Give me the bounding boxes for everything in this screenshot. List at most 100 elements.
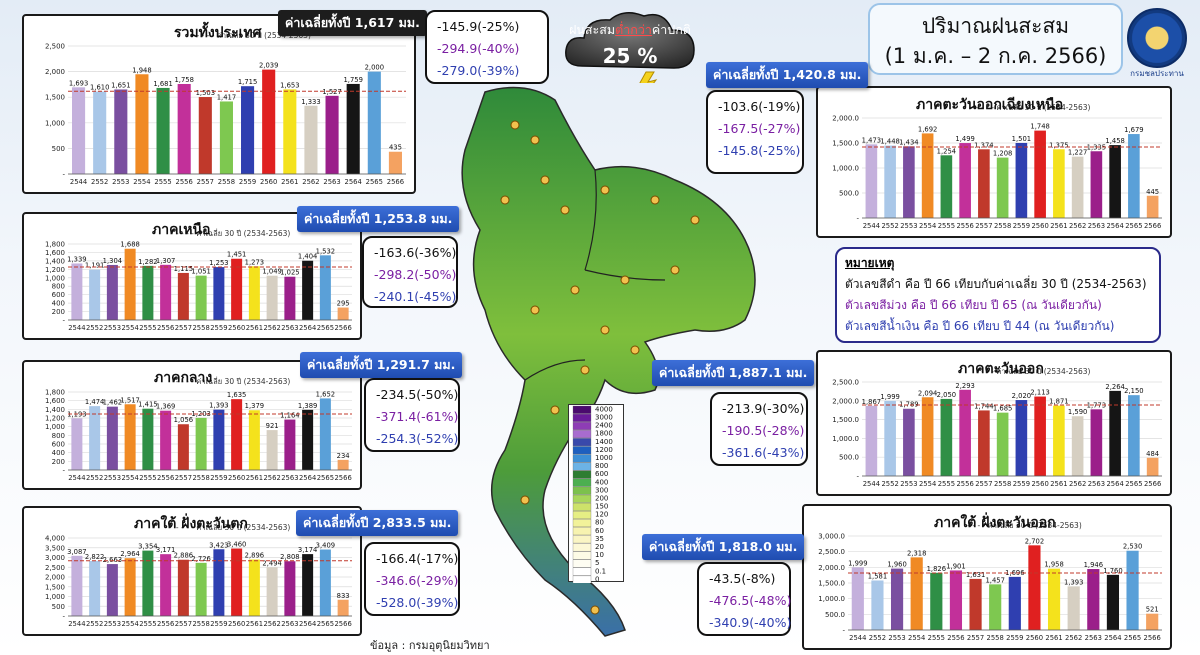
y-tick-label: 1,000	[45, 119, 65, 127]
bar	[1034, 130, 1046, 218]
x-tick-label: 2554	[919, 480, 936, 488]
data-label: 435	[389, 144, 402, 152]
x-tick-label: 2562	[263, 474, 280, 482]
x-tick-label: 2556	[176, 178, 193, 186]
bar	[851, 567, 864, 630]
ref-label: - - - - ค่าเฉลี่ย 30 ปี (2534-2563)	[196, 30, 311, 40]
x-tick-label: 2565	[1124, 634, 1141, 642]
bar	[930, 572, 943, 630]
legend-box: หมายเหตุ ตัวเลขสีดำ คือ ปี 66 เทียบกับค่…	[835, 247, 1161, 343]
data-label: 1,369	[156, 403, 175, 411]
scale-label: 3000	[595, 414, 613, 422]
cloud-caption: ฝนสะสมต่ำกว่าค่าปกติ	[569, 22, 691, 37]
avg-tag-east: ค่าเฉลี่ยทั้งปี 1,887.1 มม.	[652, 360, 815, 386]
ref-label: - - - - ค่าเฉลี่ย 30 ปี (2534-2563)	[176, 228, 291, 238]
data-label: 2,000	[365, 64, 384, 72]
scale-swatch	[572, 446, 592, 455]
y-tick-label: 1,600	[45, 397, 65, 405]
y-tick-label: 1,200	[45, 415, 65, 423]
data-label: 1,679	[1124, 126, 1143, 134]
y-tick-label: 2,000.0	[832, 115, 859, 123]
bar	[302, 409, 314, 470]
bar	[337, 599, 349, 616]
x-tick-label: 2555	[154, 178, 171, 186]
bar	[1087, 569, 1100, 630]
bar	[1090, 409, 1103, 476]
data-label: 1,379	[245, 402, 264, 410]
deviation-box-northeast: -103.6(-19%) -167.5(-27%) -145.8(-25%)	[706, 90, 804, 174]
chart-panel-central: - - - - ค่าเฉลี่ย 30 ปี (2534-2563) -200 4…	[22, 360, 362, 490]
x-tick-label: 2559	[210, 620, 227, 628]
y-tick-label: 2,500	[45, 564, 65, 572]
main-subtitle: (1 ม.ค. – 2 ก.ค. 2566)	[884, 44, 1107, 68]
x-tick-label: 2557	[197, 178, 214, 186]
data-label: 1,681	[153, 80, 172, 88]
bar	[262, 69, 276, 174]
bar	[124, 404, 136, 470]
y-tick-label: 800	[52, 283, 65, 291]
data-label: 2,293	[955, 382, 974, 390]
data-label: 1,685	[993, 405, 1012, 413]
y-tick-label: 1,000.0	[832, 165, 859, 173]
x-tick-label: 2552	[91, 178, 108, 186]
y-tick-label: 400	[52, 449, 65, 457]
data-label: 1,374	[974, 141, 993, 149]
x-tick-label: 2561	[1050, 480, 1067, 488]
x-tick-label: 2552	[86, 474, 103, 482]
bar	[266, 430, 278, 470]
scale-swatch	[572, 559, 592, 568]
x-tick-label: 2561	[246, 474, 263, 482]
chart-panel-whole-country: - - - - ค่าเฉลี่ย 30 ปี (2534-2563) - 500 1…	[22, 14, 416, 194]
chart-title: ภาคตะวันออกเฉียงเหนือ	[916, 97, 1064, 113]
y-tick-label: 2,500	[45, 43, 65, 51]
x-tick-label: 2562	[263, 324, 280, 332]
y-tick-label: 800	[52, 432, 65, 440]
x-tick-label: 2561	[1045, 634, 1062, 642]
data-label: 1,693	[69, 79, 88, 87]
data-label: 234	[337, 452, 350, 460]
bar	[1047, 568, 1061, 630]
scale-label: 20	[595, 543, 604, 551]
data-label: 1,789	[899, 401, 918, 409]
y-tick-label: 2,000.0	[832, 397, 859, 405]
x-tick-label: 2565	[1125, 480, 1142, 488]
x-tick-label: 2564	[299, 474, 316, 482]
scale-label: 1200	[595, 446, 613, 454]
y-tick-label: 1,000	[45, 423, 65, 431]
data-label: 1,304	[103, 257, 122, 265]
x-tick-label: 2552	[881, 480, 898, 488]
data-label: 1,389	[298, 402, 317, 410]
cloud-highlight: ต่ำกว่า	[615, 22, 652, 37]
data-label: 1,581	[868, 572, 887, 580]
bar	[940, 398, 953, 476]
chart-panel-northeast: - - - - ค่าเฉลี่ย 30 ปี (2534-2563) - 500.…	[816, 86, 1172, 238]
bar	[142, 550, 154, 616]
bar	[337, 307, 349, 320]
y-tick-label: 2,000	[45, 574, 65, 582]
data-label: 1,948	[132, 66, 151, 74]
y-tick-label: -	[62, 317, 65, 325]
data-label: 2,318	[907, 549, 926, 557]
deviation-box-south-east: -43.5(-8%) -476.5(-48%) -340.9(-40%)	[697, 562, 791, 636]
bar	[89, 269, 101, 320]
y-tick-label: 2,500.0	[832, 379, 859, 387]
scale-swatch	[572, 422, 592, 430]
data-label: 2,896	[245, 552, 264, 560]
bar	[248, 410, 260, 470]
x-tick-label: 2562	[1069, 222, 1086, 230]
bar	[283, 89, 297, 174]
data-label: 3,423	[209, 541, 228, 549]
data-label: 2,726	[191, 555, 210, 563]
data-label: 1,473	[862, 136, 881, 144]
bar	[177, 424, 189, 470]
x-tick-label: 2560	[260, 178, 277, 186]
x-tick-label: 2553	[900, 480, 917, 488]
ref-label: - - - - ค่าเฉลี่ย 30 ปี (2534-2563)	[176, 522, 291, 532]
y-tick-label: 400	[52, 300, 65, 308]
ref-label: - - - - ค่าเฉลี่ย 30 ปี (2534-2563)	[976, 366, 1091, 376]
x-tick-label: 2565	[317, 474, 334, 482]
data-label: 1,049	[262, 268, 281, 276]
bar	[177, 559, 189, 616]
scale-label: 5	[595, 559, 599, 567]
x-tick-label: 2562	[302, 178, 319, 186]
